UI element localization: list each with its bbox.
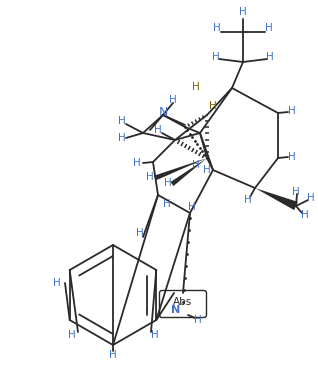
Text: H: H <box>212 52 220 62</box>
Text: H: H <box>164 178 172 188</box>
Polygon shape <box>154 158 207 180</box>
Text: H: H <box>118 116 126 126</box>
Text: H: H <box>146 172 154 182</box>
Text: H: H <box>188 202 196 212</box>
Text: H: H <box>288 106 296 116</box>
Text: H: H <box>163 199 171 209</box>
Text: Abs: Abs <box>173 297 193 307</box>
Text: H: H <box>68 330 76 340</box>
Text: H: H <box>239 7 247 17</box>
Text: N: N <box>158 106 168 118</box>
Text: H: H <box>109 350 117 360</box>
Text: H: H <box>194 315 202 325</box>
Polygon shape <box>255 188 298 210</box>
Text: H: H <box>301 210 309 220</box>
Text: N: N <box>171 305 181 315</box>
Text: H: H <box>244 195 252 205</box>
Text: H: H <box>136 228 144 238</box>
Text: H: H <box>288 152 296 162</box>
Text: H: H <box>307 193 315 203</box>
Text: H: H <box>292 187 300 197</box>
Text: H: H <box>266 52 274 62</box>
Text: H: H <box>203 165 211 175</box>
Text: H: H <box>192 160 200 170</box>
Text: H: H <box>213 23 221 33</box>
Text: H: H <box>169 95 177 105</box>
Text: H: H <box>192 82 200 92</box>
Text: H: H <box>53 278 61 288</box>
Text: H: H <box>118 133 126 143</box>
Text: H: H <box>151 330 159 340</box>
Text: H: H <box>209 101 217 111</box>
Text: H: H <box>133 158 141 168</box>
FancyBboxPatch shape <box>160 291 206 317</box>
Text: H: H <box>265 23 273 33</box>
Polygon shape <box>170 158 207 186</box>
Text: H: H <box>154 125 162 135</box>
